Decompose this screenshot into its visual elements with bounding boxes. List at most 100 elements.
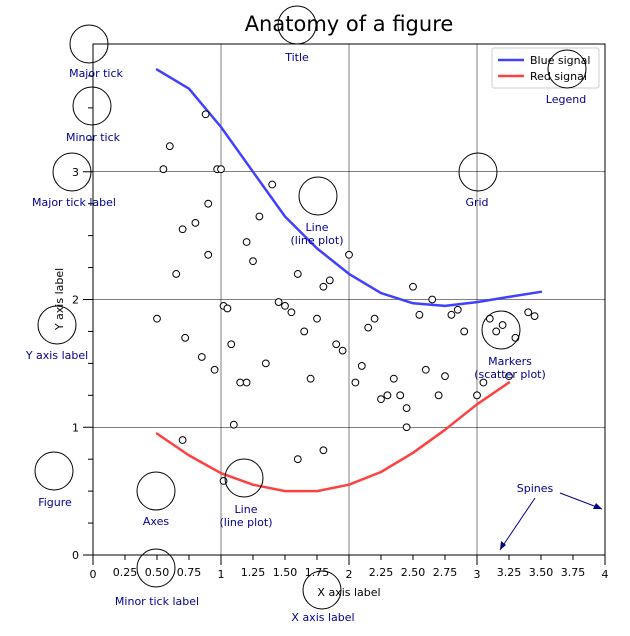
annotation-label: Major tick	[69, 67, 123, 80]
scatter-point	[332, 340, 341, 349]
scatter-point	[227, 340, 236, 349]
scatter-point	[268, 180, 277, 189]
annotation-label: Figure	[38, 496, 72, 509]
series-line-0	[155, 68, 543, 308]
annotation-label: (scatter plot)	[474, 368, 546, 381]
scatter-point	[492, 327, 501, 336]
scatter-point	[249, 257, 257, 266]
annotation-circle	[69, 24, 109, 64]
scatter-point	[338, 346, 347, 355]
spines-arrow-head	[593, 503, 602, 509]
scatter-point	[389, 374, 398, 383]
annotation-circle	[52, 152, 92, 192]
scatter-point	[524, 308, 533, 317]
scatter-point	[242, 378, 251, 387]
legend-label: Red signal	[530, 70, 587, 83]
scatter-point	[441, 372, 449, 381]
annotation-label: Minor tick	[66, 131, 121, 144]
scatter-point	[415, 310, 424, 319]
annotation-label: X axis label	[291, 611, 354, 624]
legend: Blue signal Red signal	[491, 47, 600, 89]
x-major-tick-label: 3	[474, 568, 481, 581]
scatter-point	[351, 378, 360, 387]
x-minor-tick-label: 3.75	[561, 566, 586, 579]
annotation-circle	[136, 471, 176, 511]
scatter-point	[191, 218, 200, 227]
annotation-label: Legend	[546, 93, 586, 106]
grid-lines	[93, 44, 605, 555]
scatter-point	[383, 391, 392, 400]
spines-arrow-line	[499, 497, 536, 551]
annotation-label: Major tick label	[32, 196, 116, 209]
scatter-point	[498, 321, 507, 329]
annotation-label: Markers	[488, 355, 532, 368]
scatter-point	[453, 305, 462, 314]
axes: 0 1 2 3 4 0.25 0.50 0.75 1.25 1.50 1.75 2.25 2.50 2.7…	[72, 43, 609, 581]
scatter-point	[377, 395, 385, 404]
y-major-tick-label: 0	[72, 549, 79, 562]
legend-box	[491, 47, 600, 89]
x-major-tick-label: 4	[602, 568, 609, 581]
scatter-point	[428, 295, 437, 304]
scatter-point	[319, 446, 328, 455]
x-minor-tick-label: 0.50	[145, 566, 170, 579]
scatter-point	[293, 270, 302, 278]
scatter-point	[281, 301, 289, 310]
x-major-tick-label: 0	[90, 568, 97, 581]
annotation-label: Axes	[143, 515, 169, 528]
annotation-circle	[547, 49, 587, 89]
scatter-point	[178, 436, 187, 444]
annotation-circle	[136, 548, 176, 588]
scatter-point	[345, 250, 353, 259]
scatter-point	[325, 276, 334, 285]
scatter-point	[396, 391, 405, 400]
annotation-circle	[37, 305, 77, 345]
scatter-point	[293, 455, 302, 464]
series-layer	[153, 68, 543, 493]
scatter-point	[242, 238, 251, 246]
scatter-point	[255, 212, 264, 221]
scatter-point	[204, 199, 213, 208]
scatter-point	[223, 304, 232, 313]
legend-label: Blue signal	[530, 54, 590, 67]
annotation-circle	[302, 570, 342, 610]
scatter-point	[434, 391, 443, 400]
y-major-tick-label: 2	[72, 294, 79, 307]
annotations-layer: Major tick Minor tick Major tick label Titl…	[25, 5, 603, 624]
annotation-label: Y axis label	[25, 349, 88, 362]
scatter-point	[300, 327, 309, 336]
x-minor-tick-label: 2.50	[401, 566, 426, 579]
x-major-tick-label: 1	[218, 568, 225, 581]
x-minor-tick-label: 0.25	[113, 566, 138, 579]
annotation-label: Title	[284, 51, 309, 64]
scatter-point	[479, 378, 488, 387]
spines-arrow-head	[500, 541, 506, 550]
scatter-point	[236, 378, 245, 387]
scatter-point	[201, 110, 210, 119]
scatter-point	[313, 314, 321, 323]
scatter-point	[197, 353, 206, 361]
x-major-tick-label: 2	[346, 568, 353, 581]
series-line-1	[155, 381, 511, 493]
annotation-label: Line	[235, 503, 258, 516]
scatter-point	[229, 420, 238, 429]
scatter-point	[274, 298, 283, 306]
scatter-point	[172, 270, 181, 278]
x-minor-tick-label: 3.50	[529, 566, 554, 579]
annotation-circle	[224, 458, 264, 498]
annotation-circle	[298, 176, 338, 216]
annotation-circle	[458, 152, 498, 192]
annotation-circle	[34, 451, 74, 491]
y-major-tick-label: 3	[72, 166, 79, 179]
scatter-point	[402, 404, 411, 412]
annotation-label: Grid	[465, 196, 488, 209]
scatter-point	[306, 374, 315, 383]
annotation-label: Line	[306, 221, 329, 234]
x-axis-label: X axis label	[317, 586, 380, 599]
scatter-point	[159, 165, 168, 174]
scatter-point	[217, 165, 225, 174]
scatter-point	[319, 282, 328, 291]
scatter-point	[409, 282, 417, 291]
annotation-label: Spines	[517, 482, 554, 495]
